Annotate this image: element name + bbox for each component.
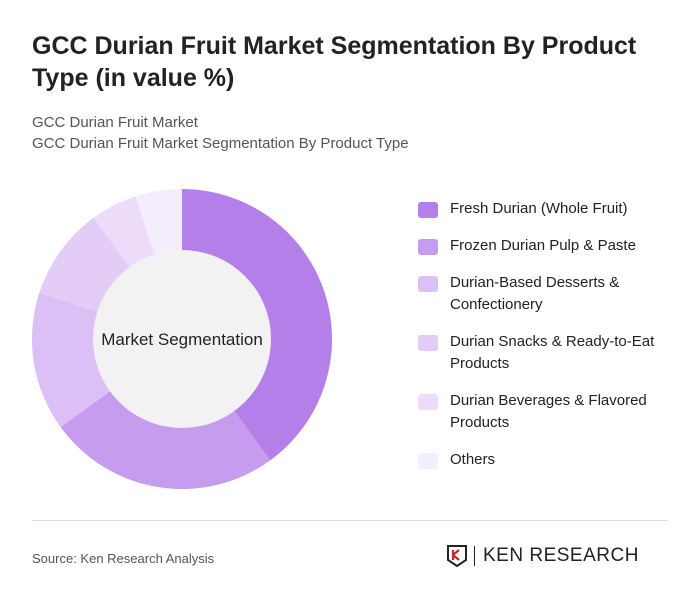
- center-label: Market Segmentation: [101, 330, 263, 349]
- ken-research-logo-icon: [447, 545, 467, 568]
- legend-swatch: [418, 453, 438, 469]
- legend-label: Others: [450, 451, 496, 468]
- legend-swatch: [418, 335, 438, 351]
- legend-label: Frozen Durian Pulp & Paste: [450, 237, 636, 254]
- chart-subtitle-segment: GCC Durian Fruit Market Segmentation By …: [32, 135, 409, 152]
- legend-swatch: [418, 394, 438, 410]
- source-note: Source: Ken Research Analysis: [32, 551, 215, 566]
- divider: [32, 520, 668, 521]
- legend-item[interactable]: Durian Snacks & Ready-to-Eat Products: [418, 331, 688, 375]
- legend-item[interactable]: Others: [418, 449, 688, 471]
- legend-label: Durian Beverages & Flavored Products: [450, 392, 647, 431]
- chart-title: GCC Durian Fruit Market Segmentation By …: [32, 32, 637, 92]
- legend: Fresh Durian (Whole Fruit) Frozen Durian …: [418, 198, 688, 486]
- legend-item[interactable]: Durian-Based Desserts & Confectionery: [418, 272, 688, 316]
- legend-label: Fresh Durian (Whole Fruit): [450, 200, 628, 217]
- legend-item[interactable]: Durian Beverages & Flavored Products: [418, 390, 688, 434]
- legend-item[interactable]: Fresh Durian (Whole Fruit): [418, 198, 688, 220]
- donut-chart: Market Segmentation: [32, 189, 332, 489]
- legend-swatch: [418, 239, 438, 255]
- legend-label: Durian Snacks & Ready-to-Eat Products: [450, 333, 655, 372]
- donut-center: [93, 250, 271, 428]
- legend-item[interactable]: Frozen Durian Pulp & Paste: [418, 235, 688, 257]
- legend-label: Durian-Based Desserts & Confectionery: [450, 274, 620, 313]
- legend-swatch: [418, 202, 438, 218]
- legend-swatch: [418, 276, 438, 292]
- ken-research-logo: KEN RESEARCH: [446, 544, 639, 568]
- logo-text: KEN RESEARCH: [483, 545, 639, 566]
- chart-subtitle-market: GCC Durian Fruit Market: [32, 114, 198, 131]
